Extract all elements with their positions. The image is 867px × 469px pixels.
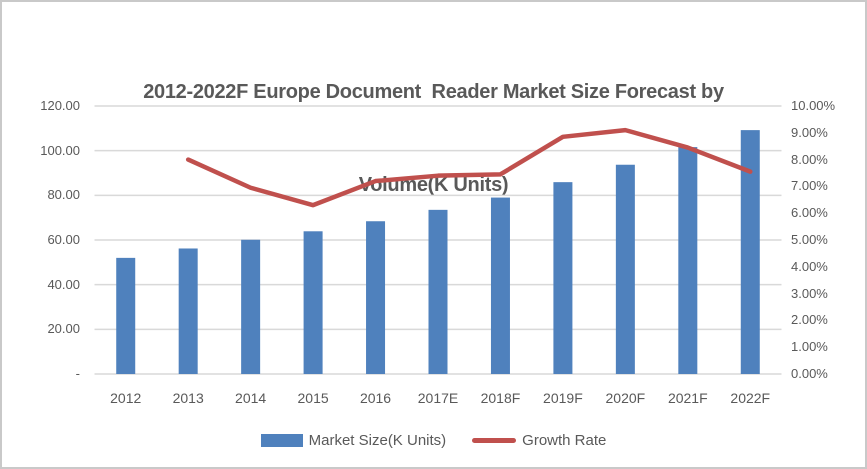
x-axis-label-2017E: 2017E <box>417 390 459 406</box>
x-axis-label-2020F: 2020F <box>605 390 646 406</box>
y-left-tick-4: 40.00 <box>47 276 80 292</box>
legend-label-growth-rate: Growth Rate <box>522 431 607 449</box>
legend: Market Size(K Units) Growth Rate <box>2 428 865 452</box>
legend-item-growth-rate: Growth Rate <box>472 432 606 449</box>
y-right-tick-1: 9.00% <box>791 124 828 140</box>
y-right-tick-7: 3.00% <box>791 285 828 301</box>
bar-2019F <box>553 182 573 374</box>
y-left-tick-3: 60.00 <box>47 232 80 247</box>
y-left-tick-0: 120.00 <box>40 98 80 113</box>
y-right-tick-3: 7.00% <box>791 178 828 194</box>
bar-2022F <box>740 130 760 374</box>
bar-2017E <box>428 209 448 374</box>
line-series-swatch-icon <box>472 437 517 443</box>
legend-item-market-size: Market Size(K Units) <box>260 431 447 449</box>
chart-title-line-1: 2012-2022F Europe Document Reader Market… <box>143 81 724 103</box>
x-axis-label-2018F: 2018F <box>480 390 521 406</box>
y-right-tick-10: 0.00% <box>791 366 828 381</box>
y-right-tick-0: 10.00% <box>791 98 836 113</box>
y-right-tick-6: 4.00% <box>791 258 828 274</box>
x-axis-label-2022F: 2022F <box>730 390 771 406</box>
x-axis-label-2016: 2016 <box>359 390 392 406</box>
bar-2020F <box>615 164 635 374</box>
bar-2018F <box>490 197 510 374</box>
bar-series-swatch-icon <box>260 433 303 447</box>
bar-2013 <box>178 248 198 374</box>
x-axis-label-2013: 2013 <box>172 390 204 406</box>
bar-2014 <box>241 239 261 374</box>
bar-2016 <box>366 221 386 374</box>
y-right-tick-5: 5.00% <box>791 232 828 247</box>
y-right-tick-2: 8.00% <box>791 151 828 167</box>
x-axis-label-2015: 2015 <box>297 390 329 406</box>
x-axis-label-2012: 2012 <box>110 390 142 406</box>
legend-label-market-size: Market Size(K Units) <box>308 431 447 449</box>
growth-rate-line <box>185 127 753 208</box>
x-axis-label-2014: 2014 <box>235 390 267 406</box>
y-left-tick-1: 100.00 <box>40 142 80 158</box>
bar-2012 <box>116 257 136 374</box>
y-left-tick-6: - <box>75 366 80 381</box>
y-left-tick-5: 20.00 <box>47 321 80 337</box>
y-right-tick-4: 6.00% <box>791 205 828 221</box>
y-left-tick-2: 80.00 <box>47 187 80 203</box>
bar-2015 <box>303 231 323 374</box>
x-axis-label-2019F: 2019F <box>543 390 583 406</box>
y-right-tick-9: 1.00% <box>791 339 828 355</box>
x-axis-label-2021F: 2021F <box>667 390 708 406</box>
y-right-tick-8: 2.00% <box>791 312 828 328</box>
bar-2021F <box>678 147 698 374</box>
